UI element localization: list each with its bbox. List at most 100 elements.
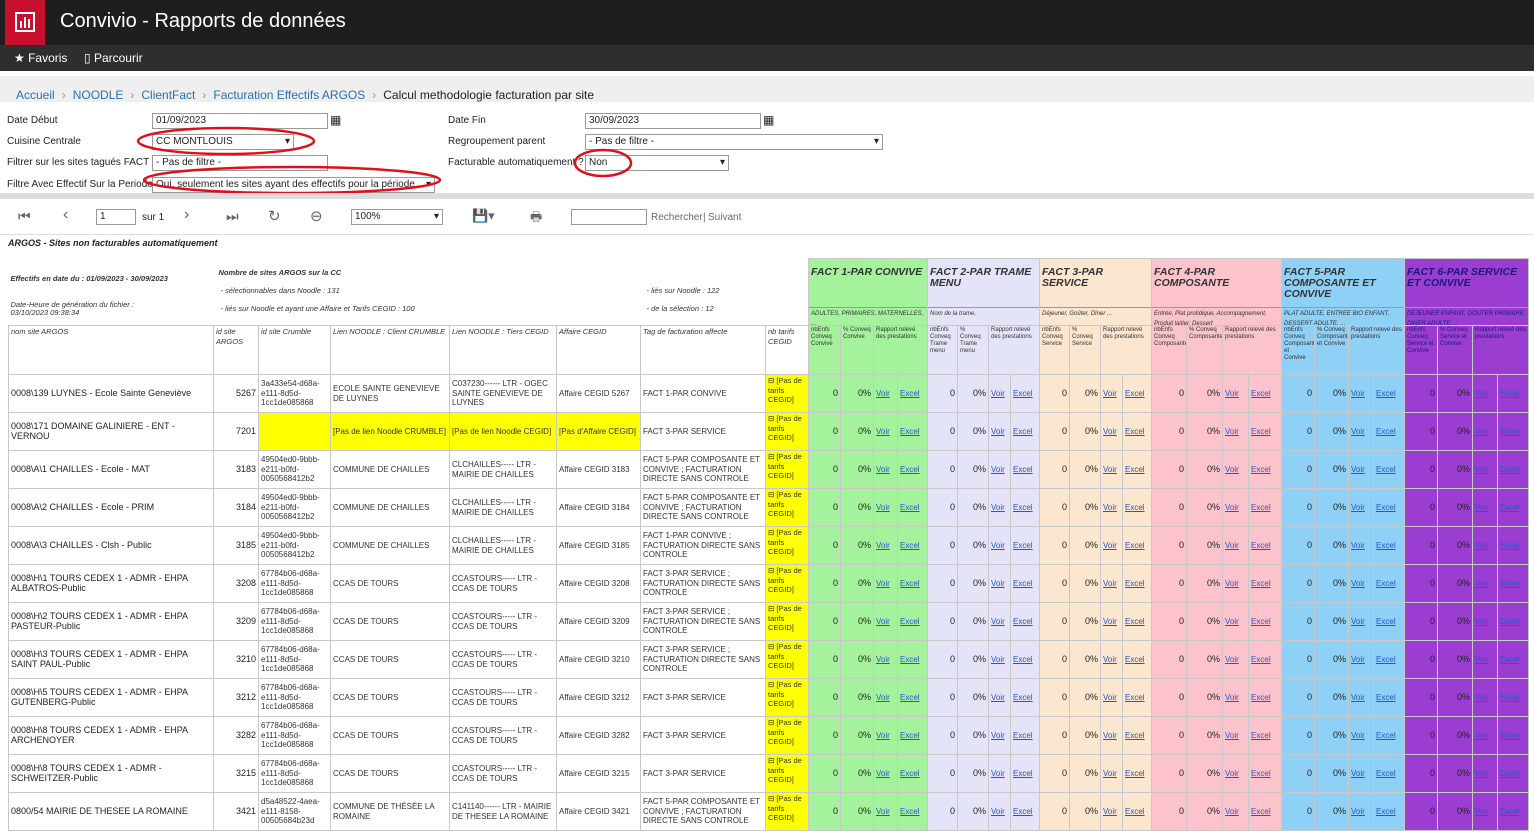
report-link[interactable]: Excel <box>1125 768 1145 778</box>
report-link[interactable]: Voir <box>1103 730 1117 740</box>
report-link[interactable]: Excel <box>1500 730 1520 740</box>
report-link[interactable]: Voir <box>1475 654 1489 664</box>
report-link[interactable]: Voir <box>1351 578 1365 588</box>
report-link[interactable]: Voir <box>876 464 890 474</box>
report-link[interactable]: Excel <box>1251 464 1271 474</box>
report-link[interactable]: Voir <box>991 616 1005 626</box>
report-link[interactable]: Excel <box>1013 730 1033 740</box>
column-header[interactable]: id site ARGOS <box>213 325 259 375</box>
report-link[interactable]: Excel <box>1500 388 1520 398</box>
report-link[interactable]: Voir <box>1475 540 1489 550</box>
report-link[interactable]: Voir <box>1225 692 1239 702</box>
report-link[interactable]: Voir <box>1475 464 1489 474</box>
report-link[interactable]: Voir <box>1225 388 1239 398</box>
report-link[interactable]: Voir <box>1103 502 1117 512</box>
report-link[interactable]: Excel <box>1376 616 1396 626</box>
column-header[interactable]: nom site ARGOS <box>8 325 214 375</box>
report-link[interactable]: Excel <box>1013 388 1033 398</box>
calendar-icon[interactable]: ▦ <box>330 113 342 127</box>
report-link[interactable]: Excel <box>1251 806 1271 816</box>
report-link[interactable]: Voir <box>1475 768 1489 778</box>
report-link[interactable]: Voir <box>1475 616 1489 626</box>
report-link[interactable]: Voir <box>1351 502 1365 512</box>
search-input[interactable] <box>571 209 647 225</box>
report-link[interactable]: Excel <box>1251 388 1271 398</box>
report-link[interactable]: Voir <box>876 616 890 626</box>
report-link[interactable]: Voir <box>991 388 1005 398</box>
report-link[interactable]: Voir <box>1351 768 1365 778</box>
report-link[interactable]: Voir <box>1103 388 1117 398</box>
report-link[interactable]: Voir <box>991 654 1005 664</box>
report-link[interactable]: Voir <box>876 654 890 664</box>
report-link[interactable]: Excel <box>900 426 920 436</box>
report-link[interactable]: Voir <box>991 730 1005 740</box>
report-link[interactable]: Excel <box>1013 616 1033 626</box>
report-link[interactable]: Voir <box>1475 426 1489 436</box>
filter-input[interactable]: - Pas de filtre - ▾ <box>585 134 883 150</box>
back[interactable]: ⊖ <box>310 208 323 225</box>
report-link[interactable]: Excel <box>1125 426 1145 436</box>
report-link[interactable]: Excel <box>900 464 920 474</box>
report-link[interactable]: Voir <box>1475 578 1489 588</box>
report-link[interactable]: Voir <box>1225 806 1239 816</box>
report-link[interactable]: Excel <box>1013 578 1033 588</box>
report-link[interactable]: Voir <box>1475 388 1489 398</box>
report-link[interactable]: Voir <box>876 806 890 816</box>
report-link[interactable]: Voir <box>991 426 1005 436</box>
expand-icon[interactable]: ⊟ <box>768 490 777 499</box>
report-link[interactable]: Voir <box>1351 616 1365 626</box>
report-link[interactable]: Voir <box>991 502 1005 512</box>
report-link[interactable]: Voir <box>1225 426 1239 436</box>
report-link[interactable]: Voir <box>1225 464 1239 474</box>
expand-icon[interactable]: ⊟ <box>768 414 777 423</box>
report-link[interactable]: Voir <box>991 692 1005 702</box>
report-link[interactable]: Voir <box>1225 654 1239 664</box>
report-link[interactable]: Voir <box>876 388 890 398</box>
report-link[interactable]: Excel <box>1013 540 1033 550</box>
refresh[interactable]: ↻ <box>268 208 281 225</box>
expand-icon[interactable]: ⊟ <box>768 376 777 385</box>
report-link[interactable]: Voir <box>1225 768 1239 778</box>
expand-icon[interactable]: ⊟ <box>768 604 777 613</box>
report-link[interactable]: Voir <box>1103 806 1117 816</box>
report-link[interactable]: Voir <box>1475 730 1489 740</box>
report-link[interactable]: Excel <box>1500 426 1520 436</box>
report-link[interactable]: Voir <box>1103 464 1117 474</box>
report-link[interactable]: Excel <box>1376 654 1396 664</box>
breadcrumb-item[interactable]: NOODLE <box>72 88 124 102</box>
report-link[interactable]: Excel <box>1013 768 1033 778</box>
expand-icon[interactable]: ⊟ <box>768 718 777 727</box>
report-link[interactable]: Voir <box>1351 388 1365 398</box>
report-link[interactable]: Voir <box>1103 578 1117 588</box>
report-link[interactable]: Excel <box>1125 806 1145 816</box>
report-link[interactable]: Excel <box>1376 388 1396 398</box>
report-link[interactable]: Excel <box>900 654 920 664</box>
column-header[interactable]: id site Crumble <box>258 325 331 375</box>
print[interactable]: 🖶 <box>530 209 543 224</box>
breadcrumb-item[interactable]: ClientFact <box>141 88 196 102</box>
page-input[interactable]: 1 <box>96 209 136 225</box>
expand-icon[interactable]: ⊟ <box>768 756 777 765</box>
report-link[interactable]: Excel <box>1125 692 1145 702</box>
report-link[interactable]: Voir <box>1225 540 1239 550</box>
report-link[interactable]: Excel <box>1125 540 1145 550</box>
report-link[interactable]: Excel <box>1376 502 1396 512</box>
column-header[interactable]: Tag de facturation affecte <box>640 325 766 375</box>
expand-icon[interactable]: ⊟ <box>768 566 777 575</box>
report-link[interactable]: Excel <box>1251 502 1271 512</box>
report-link[interactable]: Excel <box>900 502 920 512</box>
report-link[interactable]: Excel <box>1125 730 1145 740</box>
report-link[interactable]: Excel <box>900 616 920 626</box>
column-header[interactable]: Lien NOODLE : Client CRUMBLE <box>330 325 450 375</box>
report-link[interactable]: Voir <box>1103 654 1117 664</box>
report-link[interactable]: Excel <box>1251 616 1271 626</box>
first-page[interactable]: ⏮ <box>18 208 31 224</box>
report-link[interactable]: Excel <box>1251 540 1271 550</box>
report-link[interactable]: Excel <box>1500 806 1520 816</box>
report-link[interactable]: Voir <box>1225 616 1239 626</box>
report-link[interactable]: Excel <box>1125 578 1145 588</box>
report-link[interactable]: Excel <box>1500 654 1520 664</box>
report-link[interactable]: Excel <box>900 388 920 398</box>
report-link[interactable]: Voir <box>876 540 890 550</box>
report-link[interactable]: Excel <box>1500 540 1520 550</box>
